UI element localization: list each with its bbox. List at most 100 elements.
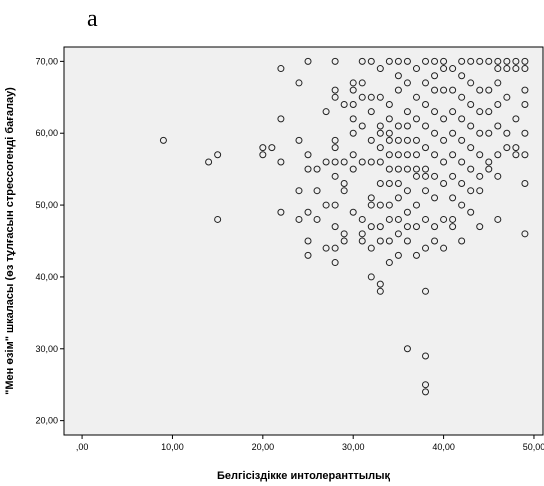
data-point xyxy=(367,273,375,281)
data-point xyxy=(394,194,402,202)
data-point xyxy=(412,172,420,180)
data-point xyxy=(403,136,411,144)
data-point xyxy=(403,165,411,173)
data-point xyxy=(422,187,430,195)
data-point xyxy=(431,86,439,94)
data-point xyxy=(349,208,357,216)
data-point xyxy=(259,151,267,159)
data-point xyxy=(322,244,330,252)
data-point xyxy=(394,230,402,238)
data-point xyxy=(304,208,312,216)
data-point xyxy=(494,57,502,65)
data-point xyxy=(467,57,475,65)
data-point xyxy=(512,151,520,159)
data-point xyxy=(422,244,430,252)
data-point xyxy=(385,215,393,223)
data-point xyxy=(367,223,375,231)
data-point xyxy=(331,144,339,152)
y-tick-label: 20,00 xyxy=(35,416,58,426)
data-point xyxy=(403,57,411,65)
data-point xyxy=(268,144,276,152)
data-point xyxy=(476,86,484,94)
data-point xyxy=(367,158,375,166)
data-point xyxy=(349,151,357,159)
data-point xyxy=(295,187,303,195)
data-point xyxy=(494,100,502,108)
y-tick-label: 60,00 xyxy=(35,128,58,138)
data-point xyxy=(431,129,439,137)
data-point xyxy=(458,201,466,209)
data-point xyxy=(295,136,303,144)
x-tick-label: 20,00 xyxy=(252,442,275,452)
data-point xyxy=(440,136,448,144)
data-point xyxy=(304,57,312,65)
data-point xyxy=(340,237,348,245)
data-point xyxy=(394,72,402,80)
data-point xyxy=(485,158,493,166)
data-point xyxy=(503,144,511,152)
data-point xyxy=(503,65,511,73)
data-point xyxy=(394,122,402,130)
x-tick-label: 40,00 xyxy=(432,442,455,452)
data-point xyxy=(440,115,448,123)
data-point xyxy=(322,201,330,209)
data-point xyxy=(485,86,493,94)
data-point xyxy=(431,57,439,65)
data-point xyxy=(494,151,502,159)
data-point xyxy=(394,151,402,159)
y-axis-ticks: 20,00 30,00 40,00 50,00 60,00 70,00 xyxy=(35,56,64,426)
data-point xyxy=(358,237,366,245)
data-point xyxy=(394,136,402,144)
data-point xyxy=(331,57,339,65)
data-point xyxy=(412,165,420,173)
data-point xyxy=(422,79,430,87)
data-point xyxy=(331,223,339,231)
data-point xyxy=(394,215,402,223)
data-point xyxy=(367,57,375,65)
data-point xyxy=(494,65,502,73)
data-point xyxy=(385,237,393,245)
data-point xyxy=(349,115,357,123)
data-point xyxy=(331,136,339,144)
data-point xyxy=(521,151,529,159)
data-point xyxy=(367,108,375,116)
data-point xyxy=(394,251,402,259)
x-tick-label: ,00 xyxy=(76,442,89,452)
data-point xyxy=(376,287,384,295)
data-point xyxy=(422,352,430,360)
data-points xyxy=(159,57,529,396)
data-point xyxy=(358,158,366,166)
data-point xyxy=(467,100,475,108)
data-point xyxy=(431,223,439,231)
panel-label: a xyxy=(87,6,98,32)
data-point xyxy=(521,129,529,137)
data-point xyxy=(467,208,475,216)
data-point xyxy=(449,194,457,202)
data-point xyxy=(403,122,411,130)
data-point xyxy=(376,201,384,209)
data-point xyxy=(205,158,213,166)
data-point xyxy=(449,129,457,137)
data-point xyxy=(440,215,448,223)
data-point xyxy=(449,151,457,159)
data-point xyxy=(385,57,393,65)
data-point xyxy=(476,187,484,195)
data-point xyxy=(376,237,384,245)
data-point xyxy=(214,151,222,159)
data-point xyxy=(304,237,312,245)
data-point xyxy=(358,57,366,65)
data-point xyxy=(458,136,466,144)
data-point xyxy=(349,165,357,173)
data-point xyxy=(458,93,466,101)
data-point xyxy=(304,151,312,159)
data-point xyxy=(358,122,366,130)
data-point xyxy=(394,86,402,94)
data-point xyxy=(340,100,348,108)
data-point xyxy=(503,93,511,101)
data-point xyxy=(494,215,502,223)
data-point xyxy=(295,79,303,87)
data-point xyxy=(403,79,411,87)
data-point xyxy=(385,129,393,137)
data-point xyxy=(449,86,457,94)
data-point xyxy=(412,93,420,101)
